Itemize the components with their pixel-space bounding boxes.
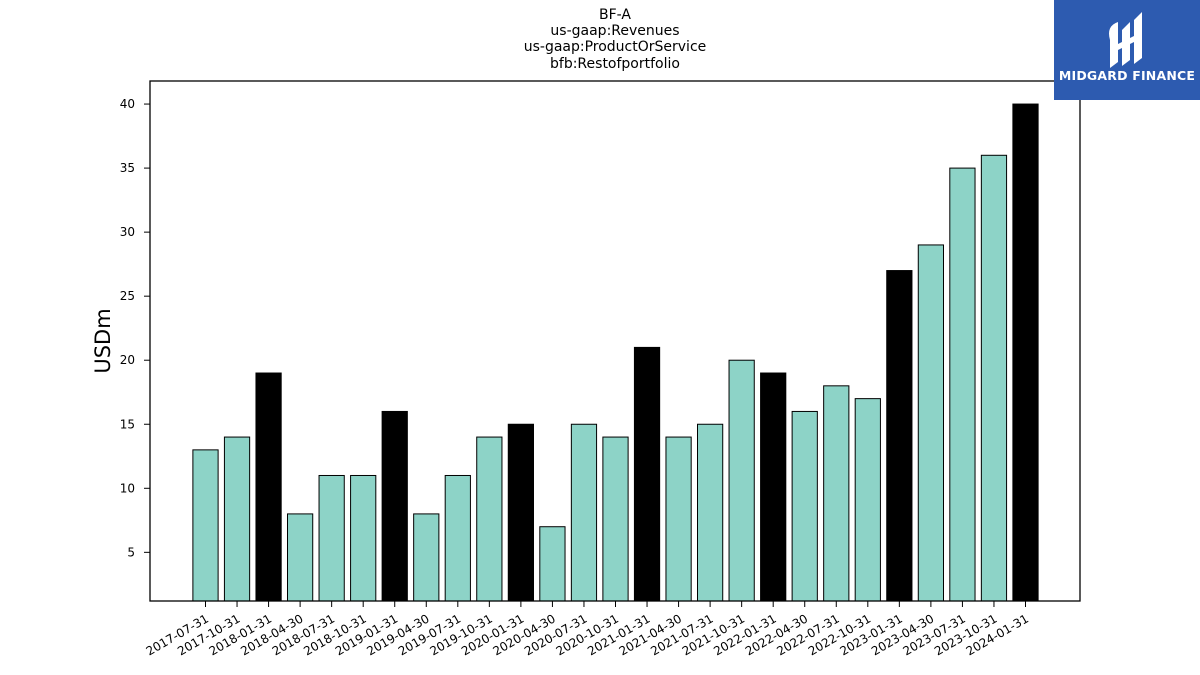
bar-2022-04-30 (791, 410, 818, 602)
bar-2018-10-31 (350, 474, 377, 602)
bar-2023-07-31 (949, 167, 976, 602)
bar-2019-01-31 (381, 410, 408, 602)
y-tick-label-5: 5 (127, 545, 135, 559)
bar-2020-07-31 (570, 423, 598, 602)
chart-title-line-1: BF-A (599, 7, 631, 23)
bar-2021-07-31 (697, 423, 724, 602)
bar-2017-07-31 (192, 449, 219, 602)
bar-2019-04-30 (413, 513, 440, 602)
y-tick-label-25: 25 (120, 289, 135, 303)
bar-2023-10-31 (980, 154, 1008, 602)
bar-2024-01-31 (1012, 103, 1039, 602)
bar-2019-10-31 (476, 436, 503, 602)
bar-2023-01-31 (886, 270, 913, 602)
y-tick-label-15: 15 (120, 417, 135, 431)
bar-2022-01-31 (760, 372, 787, 602)
y-axis: 5 10 15 20 25 30 35 40 (120, 97, 150, 559)
bar-2021-04-30 (665, 436, 692, 602)
bars-group (192, 103, 1039, 602)
bar-2020-04-30 (539, 526, 566, 602)
brand-logo: MIDGARD FINANCE (1054, 0, 1200, 100)
y-tick-label-35: 35 (120, 161, 135, 175)
bar-2022-07-31 (823, 385, 850, 602)
bar-2019-07-31 (444, 474, 471, 602)
y-tick-label-20: 20 (120, 353, 135, 367)
plot-frame (149, 80, 1081, 602)
bar-2021-10-31 (728, 359, 755, 602)
y-tick-label-40: 40 (120, 97, 135, 111)
bar-2018-04-30 (287, 513, 314, 602)
logo-text: MIDGARD FINANCE (1058, 68, 1196, 83)
bar-2020-01-31 (507, 423, 534, 602)
y-axis-label: USDm (91, 308, 115, 373)
x-axis: 2017-07-312017-10-312018-01-312018-04-30… (144, 601, 1031, 658)
bar-2020-10-31 (602, 436, 629, 602)
bar-2023-04-30 (917, 244, 944, 602)
logo-mark-icon (1109, 12, 1142, 68)
chart-title-line-4: bfb:Restofportfolio (550, 56, 680, 72)
bar-2017-10-31 (223, 436, 251, 602)
y-tick-label-30: 30 (120, 225, 135, 239)
bar-2022-10-31 (854, 398, 881, 602)
bar-2021-01-31 (633, 346, 661, 602)
bar-2018-07-31 (318, 474, 345, 602)
chart-title-line-3: us-gaap:ProductOrService (523, 39, 707, 55)
y-tick-label-10: 10 (120, 481, 135, 495)
chart-title-line-2: us-gaap:Revenues (550, 23, 680, 39)
bar-2018-01-31 (255, 372, 282, 602)
